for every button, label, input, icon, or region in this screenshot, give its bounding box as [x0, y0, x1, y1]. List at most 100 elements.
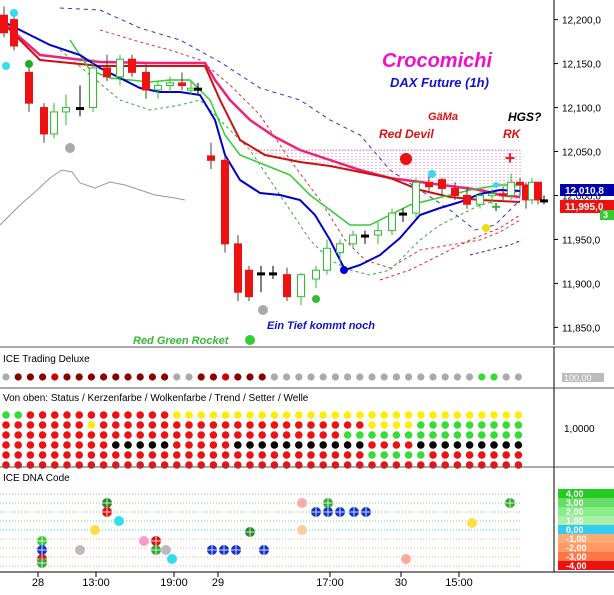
annotation-tief: Ein Tief kommt noch: [267, 320, 375, 332]
panel2-dot: [319, 451, 328, 459]
candle-up: [323, 247, 331, 271]
panel2-dot: [99, 451, 108, 459]
panel1-dot: [39, 373, 47, 381]
x-tick-label: 15:00: [445, 577, 473, 589]
dna-scale-label: 2,00: [566, 507, 584, 517]
panel2-dot: [160, 421, 169, 429]
panel2-dot: [331, 411, 340, 419]
panel2-dot: [209, 451, 218, 459]
candle-down: [10, 19, 18, 47]
panel1-dot: [124, 373, 132, 381]
y-tick-label: 11,900,0: [562, 279, 601, 290]
panel3-title: ICE DNA Code: [3, 473, 70, 484]
dna-dot: [139, 536, 149, 546]
time-axis: 28 13:00 19:00 29 17:00 30 15:00: [0, 571, 614, 589]
panel2-dot: [246, 441, 254, 449]
panel1-dots: [2, 373, 523, 381]
panel2-dot: [258, 421, 267, 429]
panel2-dot: [343, 461, 352, 469]
panel2-dot: [429, 461, 437, 469]
marker-green: [25, 60, 33, 68]
panel2-dot: [160, 411, 169, 419]
panel2-dot: [465, 461, 474, 469]
panel2-dot: [246, 451, 254, 459]
panel2-dot: [453, 421, 462, 429]
dna-scale-label: 0,00: [566, 525, 584, 535]
panel2-dot: [99, 441, 108, 449]
candle-up: [166, 82, 174, 87]
panel2-dot: [307, 451, 315, 459]
panel2-dot: [343, 441, 352, 449]
panel1-dot: [417, 373, 425, 381]
panel2-dot: [502, 421, 511, 429]
panel2-dot: [246, 421, 254, 429]
panel2-dot: [51, 421, 59, 429]
panel2-dot: [380, 441, 389, 449]
plus-marker-red: +: [505, 148, 516, 168]
candle-down: [499, 193, 507, 197]
panel2-dot: [51, 451, 59, 459]
panel1-value-box: [562, 373, 604, 382]
panel2-dot: [465, 431, 474, 439]
panel2-dot: [417, 461, 425, 469]
panel2-dot: [514, 461, 523, 469]
panel2-dot: [295, 441, 303, 449]
panel2-dot: [356, 431, 364, 439]
dna-dot: [114, 516, 124, 526]
panel2-dot: [258, 431, 267, 439]
upper-dashed-band: [59, 7, 521, 231]
panel2-dot: [38, 411, 47, 419]
panel2-dot: [246, 461, 254, 469]
panel2-dot: [112, 421, 120, 429]
dna-dot: [297, 498, 307, 508]
candle-up: [297, 274, 305, 298]
panel2-dot: [465, 451, 474, 459]
candle-down: [534, 181, 542, 201]
panel2-dots: [2, 411, 523, 469]
panel2-dot: [160, 451, 169, 459]
panel2-dot: [514, 431, 523, 439]
panel2-dot: [331, 461, 340, 469]
candle-up: [476, 194, 484, 205]
panel1-dot: [26, 373, 34, 381]
panel2-dot: [2, 421, 10, 429]
panel2-dot: [307, 411, 315, 419]
panel2-dot: [209, 431, 218, 439]
panel2-dot: [63, 421, 71, 429]
dna-scale-box: [558, 561, 614, 570]
panel2-dot: [112, 461, 120, 469]
panel2-dot: [404, 441, 413, 449]
panel2-dot: [514, 411, 523, 419]
dna-dot: [161, 545, 171, 555]
panel2-dot: [246, 431, 254, 439]
candle-down: [540, 199, 548, 203]
panel2-dot: [270, 461, 279, 469]
panel1-dot: [453, 373, 461, 381]
chart-subtitle: DAX Future (1h): [390, 75, 489, 90]
panel2-dot: [417, 421, 425, 429]
panel2-dot: [209, 461, 218, 469]
panel2-dot: [356, 421, 364, 429]
panel2-dot: [307, 441, 315, 449]
candle-down: [128, 58, 136, 73]
panel2-dot: [26, 441, 35, 449]
panel2-dot: [38, 461, 47, 469]
candle-down: [361, 234, 369, 238]
panel2-dot: [502, 431, 511, 439]
panel2-dot: [319, 431, 328, 439]
panel2-dot: [343, 451, 352, 459]
panel2-dot: [270, 451, 279, 459]
candle-up: [116, 58, 124, 78]
panel2-dot: [429, 441, 437, 449]
panel2-dot: [148, 441, 157, 449]
panel2-dot: [112, 441, 120, 449]
dna-dot: [297, 525, 307, 535]
panel2-dot: [51, 431, 59, 439]
price-panel: 12,200,0 12,150,0 12,100,0 12,050,0 12,000,0…: [0, 0, 614, 347]
panel2-dot: [319, 421, 328, 429]
panel1-dot: [514, 373, 523, 381]
panel2-dot: [112, 451, 120, 459]
panel2-dot: [124, 431, 132, 439]
panel2-dot: [136, 441, 144, 449]
red-dashed-lower: [379, 214, 521, 281]
